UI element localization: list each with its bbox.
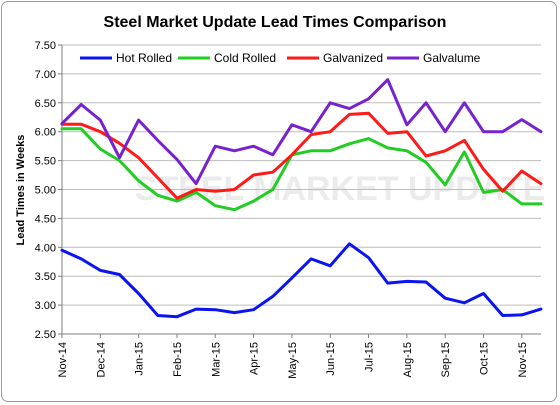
y-tick-label: 7.50	[35, 40, 56, 52]
x-tick-label: Mar-15	[210, 342, 222, 377]
x-tick-label: Feb-15	[172, 342, 184, 377]
x-tick-label: May-15	[287, 342, 299, 379]
legend-label: Hot Rolled	[116, 51, 172, 65]
legend-label: Galvanized	[323, 51, 383, 65]
x-tick-label: Sep-15	[440, 342, 452, 377]
gridlines	[58, 44, 541, 335]
series-line-galvanized	[60, 111, 543, 200]
x-tick-label: Aug-15	[402, 342, 414, 377]
legend: Hot Rolled Cold Rolled Galvanized Galvalume	[80, 51, 481, 65]
x-tick-label: Nov-14	[57, 342, 69, 377]
x-tick-labels: Nov-14 Dec-14 Jan-15 Feb-15 Mar-15 Apr-15 May-…	[57, 342, 529, 379]
y-tick-label: 4.00	[35, 242, 56, 254]
legend-label: Galvalume	[423, 51, 481, 65]
x-tick-label: Oct-15	[479, 342, 491, 375]
y-tick-label: 4.50	[35, 213, 56, 225]
x-tick-label: Nov-15	[517, 342, 529, 377]
y-tick-label: 3.50	[35, 271, 56, 283]
x-tick-label: Jun-15	[325, 342, 337, 376]
series-line-galvalume	[60, 78, 543, 186]
series-line-cold-rolled	[60, 127, 543, 212]
y-tick-labels: 2.50 3.00 3.50 4.00 4.50 5.00 5.50 6.00 6.50 7.00…	[35, 40, 56, 341]
x-tick-label: Dec-14	[95, 342, 107, 377]
y-tick-label: 5.50	[35, 156, 56, 168]
x-tick-label: Jan-15	[134, 342, 146, 376]
y-tick-label: 5.00	[35, 185, 56, 197]
y-tick-label: 7.00	[35, 69, 56, 81]
x-tick-label: Jul-15	[364, 342, 376, 372]
series-line-hot-rolled	[60, 242, 543, 319]
chart-title: Steel Market Update Lead Times Compariso…	[104, 14, 447, 31]
y-axis-label: Lead Times in Weeks	[15, 135, 27, 246]
y-tick-label: 3.00	[35, 300, 56, 312]
axes	[61, 45, 541, 338]
x-tick-label: Apr-15	[249, 342, 261, 375]
y-tick-label: 2.50	[35, 329, 56, 341]
series-lines	[60, 78, 543, 319]
y-tick-label: 6.50	[35, 98, 56, 110]
legend-label: Cold Rolled	[214, 51, 276, 65]
y-tick-label: 6.00	[35, 127, 56, 139]
